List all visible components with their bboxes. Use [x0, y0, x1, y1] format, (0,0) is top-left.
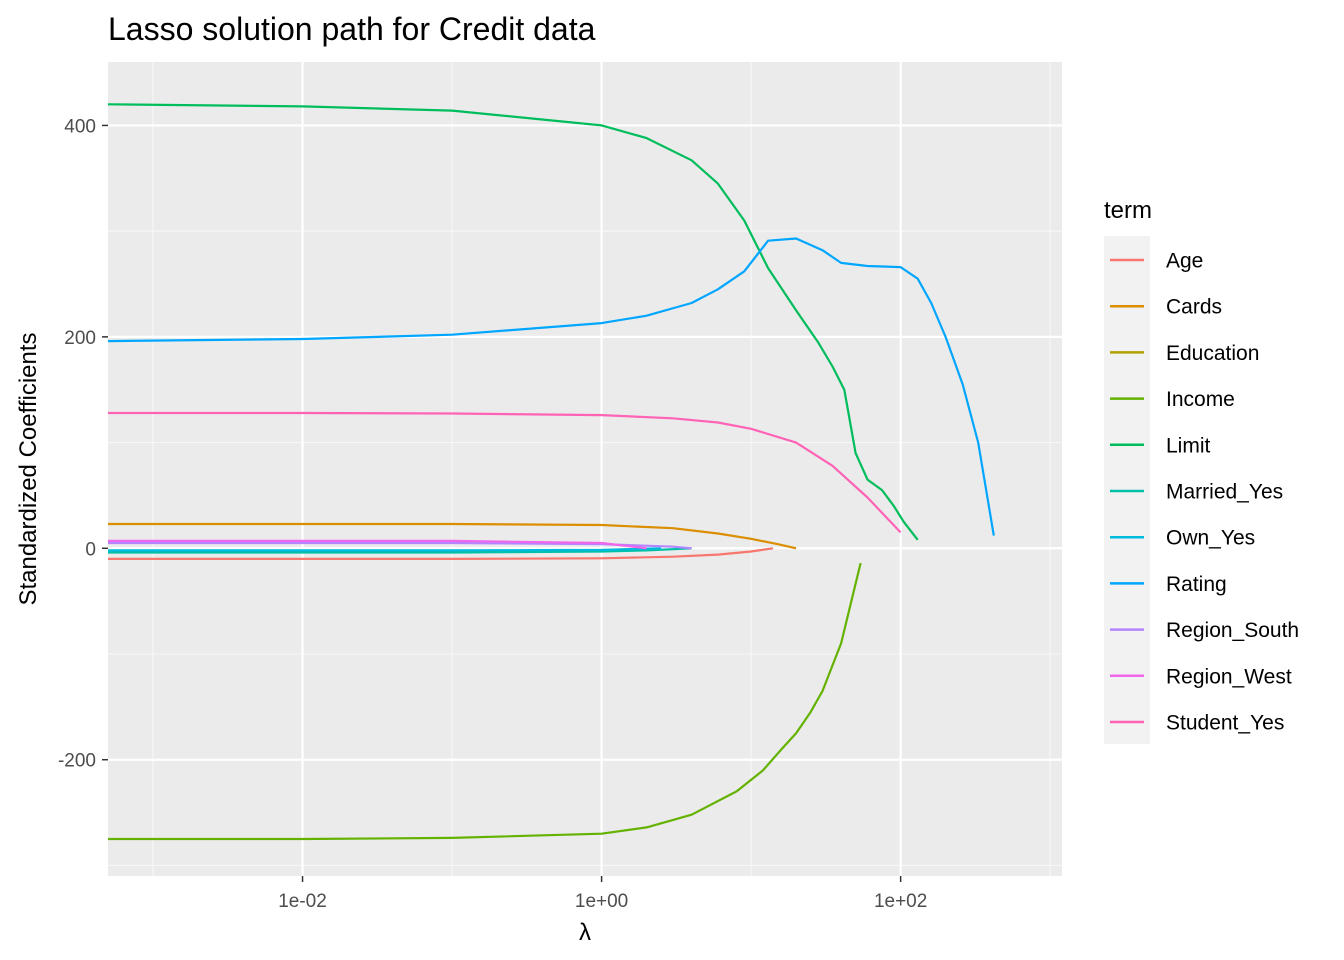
series-line-cards: [108, 522, 797, 550]
y-tick-label: 200: [64, 328, 96, 349]
plot-panel: [108, 62, 1062, 876]
x-axis-ticks: 1e-02 1e+00 1e+02: [278, 876, 927, 912]
major-gridlines: [108, 62, 1062, 876]
x-tick-label: 1e-02: [278, 891, 327, 912]
minor-gridlines: [108, 62, 1062, 876]
series-line-rating: [107, 237, 995, 536]
series-line-student-yes: [108, 411, 902, 534]
legend-items: Age Cards Education Income Limit Married_Yes O…: [1110, 250, 1299, 735]
legend-label-education: Education: [1166, 342, 1259, 365]
legend-label-rating: Rating: [1166, 573, 1227, 596]
series-line-married-yes: [108, 547, 692, 554]
series-line-own-yes: [108, 547, 662, 552]
legend-label-married-yes: Married_Yes: [1166, 481, 1283, 504]
series-line-income: [108, 562, 862, 841]
legend-label-own-yes: Own_Yes: [1166, 527, 1255, 550]
legend-label-student-yes: Student_Yes: [1166, 712, 1284, 735]
y-tick-label: 400: [64, 116, 96, 137]
x-tick-label: 1e+02: [874, 891, 927, 912]
x-tick-label: 1e+00: [575, 891, 628, 912]
x-axis-title: λ: [579, 919, 591, 946]
legend-label-limit: Limit: [1166, 434, 1211, 457]
legend-label-region-south: Region_South: [1166, 619, 1299, 642]
legend: term Age Cards Education Income Limit Married…: [1104, 197, 1299, 744]
legend-label-cards: Cards: [1166, 296, 1222, 319]
y-axis-title: Standardized Coefficients: [15, 332, 42, 605]
y-tick-label: -200: [58, 751, 96, 772]
series-line-region-west: [108, 539, 647, 550]
series-line-limit: [107, 103, 919, 541]
legend-label-income: Income: [1166, 388, 1235, 411]
chart-title: Lasso solution path for Credit data: [108, 11, 596, 47]
legend-title: term: [1104, 197, 1152, 224]
series-line-region-south: [108, 541, 692, 550]
series-lines: [107, 103, 995, 841]
y-tick-label: 0: [85, 539, 96, 560]
y-axis-ticks: -200 0 200 400: [58, 116, 108, 772]
legend-label-region-west: Region_West: [1166, 665, 1292, 688]
series-line-age: [108, 547, 774, 561]
legend-label-age: Age: [1166, 250, 1203, 273]
